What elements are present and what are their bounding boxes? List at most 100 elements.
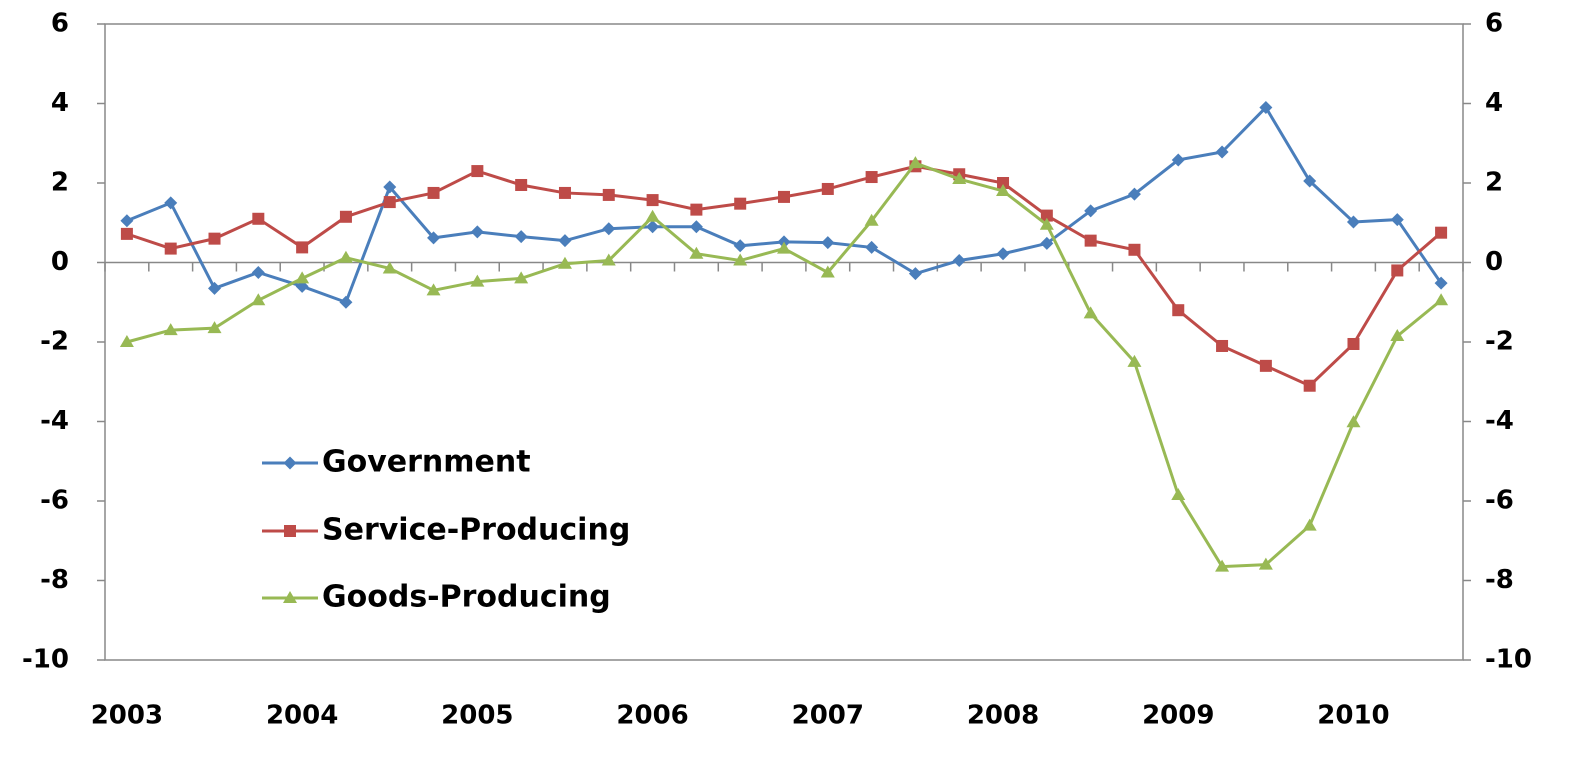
y-tick-label: -8 <box>40 565 69 595</box>
marker <box>1040 209 1053 222</box>
y2-tick-label: -10 <box>1485 645 1532 675</box>
marker <box>383 180 397 194</box>
marker <box>252 212 265 225</box>
marker <box>208 281 222 295</box>
marker <box>602 188 615 201</box>
marker <box>602 222 616 236</box>
marker <box>820 265 835 278</box>
marker <box>1040 236 1054 250</box>
y2-tick-label: -2 <box>1485 327 1514 357</box>
marker <box>558 186 571 199</box>
marker <box>865 240 879 254</box>
marker <box>339 295 353 309</box>
marker <box>1171 488 1186 501</box>
marker <box>1347 337 1360 350</box>
marker <box>1215 145 1229 159</box>
marker <box>164 242 177 255</box>
marker <box>1172 304 1185 317</box>
marker <box>1390 329 1405 342</box>
marker <box>296 241 309 254</box>
marker <box>338 250 353 263</box>
marker <box>734 197 747 210</box>
marker <box>295 271 310 284</box>
y-tick-label: 4 <box>51 88 69 118</box>
marker <box>426 283 441 296</box>
marker <box>908 267 922 281</box>
x-tick-label: 2006 <box>616 701 688 731</box>
marker <box>514 230 528 244</box>
legend-label: Goods-Producing <box>322 580 611 615</box>
marker <box>120 214 134 228</box>
marker <box>646 194 659 207</box>
marker <box>1303 174 1317 188</box>
marker <box>777 241 791 254</box>
marker <box>1435 226 1448 239</box>
y2-tick-label: 0 <box>1485 247 1503 277</box>
marker <box>646 220 660 234</box>
y-tick-label: -2 <box>40 327 69 357</box>
marker <box>1171 153 1185 167</box>
marker <box>1391 264 1404 277</box>
x-tick-label: 2010 <box>1317 701 1389 731</box>
marker <box>283 456 297 470</box>
marker <box>1434 293 1449 306</box>
marker <box>119 335 134 347</box>
y-tick-label: -6 <box>40 486 69 516</box>
marker <box>821 182 834 195</box>
marker <box>207 321 222 334</box>
marker <box>733 253 748 266</box>
marker <box>558 234 572 248</box>
marker <box>1127 354 1142 367</box>
marker <box>1258 557 1273 570</box>
marker <box>908 156 923 169</box>
marker <box>251 293 266 306</box>
y-tick-label: 6 <box>51 9 69 39</box>
marker <box>996 247 1010 261</box>
marker <box>208 232 221 245</box>
marker <box>557 256 572 269</box>
series-line <box>126 105 1443 305</box>
legend-label: Government <box>322 445 531 480</box>
marker <box>778 190 790 203</box>
y2-tick-label: -4 <box>1485 406 1514 436</box>
marker <box>514 271 529 284</box>
marker <box>1346 415 1361 428</box>
y2-tick-label: -8 <box>1485 565 1514 595</box>
marker <box>997 177 1010 189</box>
x-tick-label: 2007 <box>792 701 864 731</box>
y2-tick-label: 2 <box>1485 168 1503 198</box>
marker <box>471 165 484 178</box>
marker <box>952 172 967 185</box>
marker <box>1216 339 1229 352</box>
marker <box>1390 213 1404 227</box>
marker <box>339 210 352 223</box>
marker <box>733 239 747 253</box>
marker <box>1128 243 1141 256</box>
marker <box>690 203 703 216</box>
marker <box>284 525 296 537</box>
marker <box>251 265 265 279</box>
marker <box>427 231 441 245</box>
marker <box>1083 306 1098 319</box>
marker <box>1302 518 1317 531</box>
marker <box>1259 100 1273 114</box>
marker <box>470 225 484 239</box>
y-tick-label: -10 <box>22 645 69 675</box>
marker <box>1303 379 1316 392</box>
x-tick-label: 2003 <box>91 701 163 731</box>
marker <box>821 236 835 250</box>
marker <box>1346 215 1360 229</box>
x-tick-label: 2008 <box>967 701 1039 731</box>
y-tick-label: -4 <box>40 406 69 436</box>
marker <box>1127 187 1141 201</box>
x-tick-label: 2009 <box>1142 701 1214 731</box>
marker <box>427 186 440 199</box>
y2-tick-label: 6 <box>1485 9 1503 39</box>
marker <box>163 323 178 336</box>
series-line <box>126 161 1443 569</box>
marker <box>383 196 396 209</box>
y-tick-label: 2 <box>51 168 69 198</box>
marker <box>864 213 879 226</box>
legend-label: Service-Producing <box>322 513 630 548</box>
